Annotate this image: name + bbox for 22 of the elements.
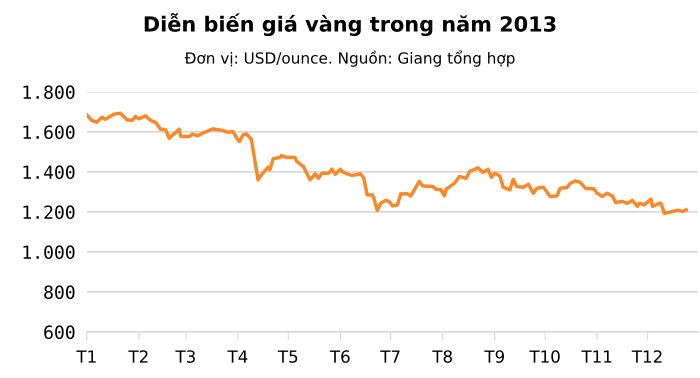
x-tick-label: T2 <box>128 350 148 363</box>
chart-title: Diễn biến giá vàng trong năm 2013 <box>144 13 556 36</box>
y-tick-label: 600 <box>44 325 75 340</box>
y-tick-label: 1.200 <box>24 205 75 220</box>
x-tick-label: T8 <box>432 350 452 363</box>
x-tick-label: T3 <box>175 350 195 363</box>
x-tick-label: T9 <box>484 350 504 363</box>
y-tick-label: 1.000 <box>24 245 75 260</box>
x-tick-label: T6 <box>330 350 350 363</box>
x-tick-label: T1 <box>76 350 96 363</box>
x-tick-label: T4 <box>227 350 248 363</box>
x-tick-label: T12 <box>632 350 662 363</box>
x-tick-label: T10 <box>529 350 560 363</box>
x-tick-label: T7 <box>380 350 400 363</box>
y-tick-label: 1.800 <box>24 85 75 100</box>
y-tick-label: 1.400 <box>24 165 75 180</box>
y-tick-label: 800 <box>44 285 75 300</box>
x-tick-label: T5 <box>278 350 298 363</box>
chart-subtitle: Đơn vị: USD/ounce. Nguồn: Giang tổng hợp <box>184 50 515 67</box>
x-tick-label: T11 <box>581 350 612 363</box>
y-tick-label: 1.600 <box>24 125 75 140</box>
line-series <box>86 112 688 216</box>
